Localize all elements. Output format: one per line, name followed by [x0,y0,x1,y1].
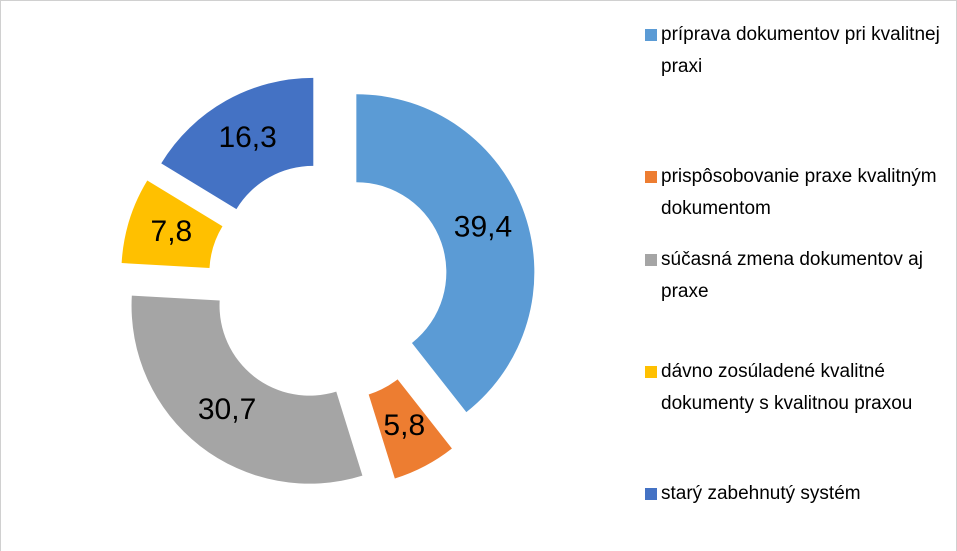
legend-swatch [645,171,657,183]
legend-swatch [645,488,657,500]
donut-slice [121,180,223,269]
legend-label: starý zabehnutý systém [661,483,861,504]
donut-slice [368,379,452,479]
donut-slice [131,295,363,484]
data-label: 39,4 [454,210,512,243]
legend-swatch [645,29,657,41]
data-label: 5,8 [383,409,425,442]
legend-entry: súčasná zmena dokumentov aj praxe [645,244,945,308]
donut-slice [356,94,535,413]
legend-entry: prispôsobovanie praxe kvalitným dokument… [645,161,945,225]
data-label: 7,8 [151,215,193,248]
legend-entry: príprava dokumentov pri kvalitnej praxi [645,19,945,83]
data-label: 30,7 [198,393,256,426]
donut-slice [161,77,314,210]
legend-label: prispôsobovanie praxe kvalitným dokument… [661,166,937,219]
legend-swatch [645,254,657,266]
legend-label: dávno zosúladené kvalitné dokumenty s kv… [661,361,913,414]
legend-entry: starý zabehnutý systém [645,478,945,510]
legend-swatch [645,366,657,378]
legend-entry: dávno zosúladené kvalitné dokumenty s kv… [645,356,945,420]
legend-label: príprava dokumentov pri kvalitnej praxi [661,24,940,77]
data-label: 16,3 [218,121,276,154]
legend-label: súčasná zmena dokumentov aj praxe [661,249,923,302]
